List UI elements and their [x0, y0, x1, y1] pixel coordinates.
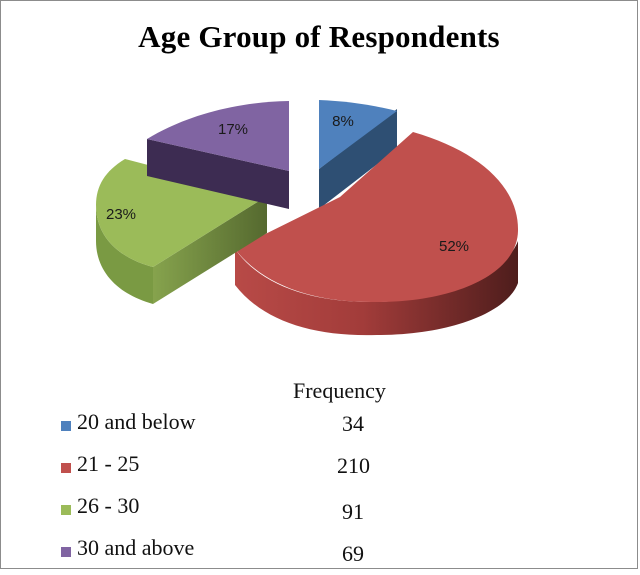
pie-slice-20-and-below-top: [319, 100, 397, 169]
legend-frequency: 34: [342, 411, 364, 436]
legend-swatch-26-30: [61, 505, 71, 515]
data-label-30-and-above: 17%: [218, 121, 248, 138]
legend-swatch-21-25: [61, 463, 71, 473]
pie-slice-20-and-below-side: [319, 109, 397, 209]
pie-slice-26-30-front: [96, 205, 153, 304]
legend-frequency: 210: [337, 453, 370, 478]
legend-row: 26 - 30 91: [61, 491, 621, 533]
legend-row: 20 and below 34: [61, 407, 621, 449]
chart-title: Age Group of Respondents: [138, 19, 500, 54]
legend-row: 30 and above 69: [61, 533, 621, 575]
legend: 20 and below 34 21 - 25 210 26 - 30 91 3…: [61, 407, 621, 575]
legend-frequency: 91: [342, 499, 364, 524]
pie-slice-21-25: [235, 132, 519, 336]
legend-row: 21 - 25 210: [61, 449, 621, 491]
legend-frequency: 69: [342, 541, 364, 566]
legend-label: 30 and above: [77, 535, 195, 560]
pie-slice-20-and-below: [319, 100, 397, 209]
frequency-column-header: Frequency: [293, 378, 386, 403]
pie-slice-30-and-above-top: [147, 101, 289, 171]
legend-swatch-30-and-above: [61, 547, 71, 557]
pie-slice-30-and-above: [147, 101, 289, 209]
data-label-20-and-below: 8%: [332, 113, 354, 130]
data-label-21-25: 52%: [439, 238, 469, 255]
pie-slice-26-30-side: [153, 196, 267, 304]
legend-label: 20 and below: [77, 409, 196, 434]
legend-label: 26 - 30: [77, 493, 140, 518]
legend-swatch-20-and-below: [61, 421, 71, 431]
data-label-26-30: 23%: [106, 206, 136, 223]
pie-slice-30-and-above-side: [147, 139, 289, 209]
legend-label: 21 - 25: [77, 451, 140, 476]
pie-slice-21-25-top: [235, 132, 519, 303]
pie-slice-21-25-side: [235, 241, 518, 336]
